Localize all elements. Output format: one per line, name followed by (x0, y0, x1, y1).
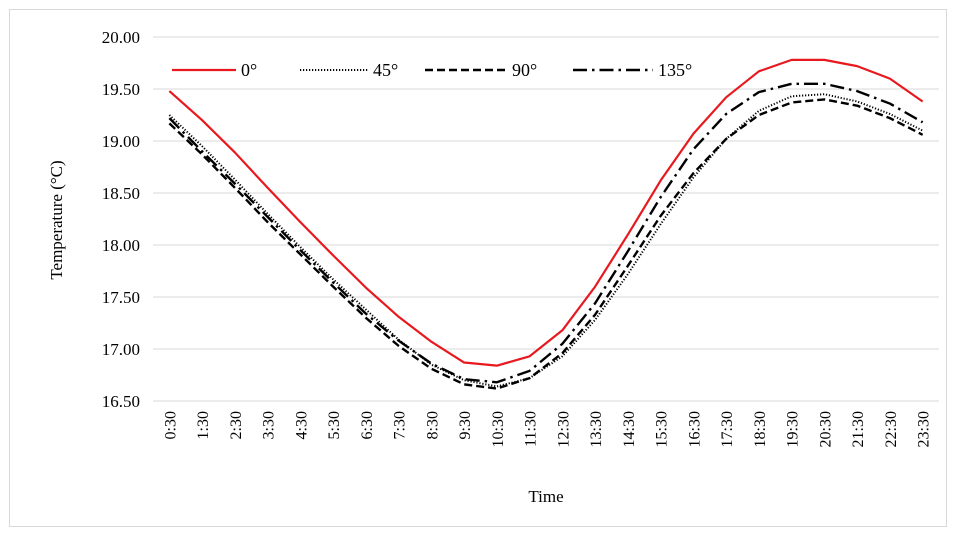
x-tick-label: 12:30 (555, 411, 572, 447)
y-tick-label: 17.50 (102, 288, 140, 307)
x-tick-label: 16:30 (686, 411, 703, 447)
series-line-3 (168, 82, 924, 384)
y-tick-label: 19.00 (102, 132, 140, 151)
x-tick-label: 17:30 (719, 411, 736, 447)
x-tick-label: 21:30 (850, 411, 867, 447)
x-tick-label: 3:30 (261, 411, 278, 439)
x-tick-label: 11:30 (523, 411, 540, 447)
x-tick-label: 1:30 (195, 411, 212, 439)
series-line-1 (168, 93, 924, 388)
y-axis-ticks: 16.50 17.00 17.50 18.00 18.50 19.00 19.50 20.00 (102, 28, 140, 411)
x-tick-label: 4:30 (293, 411, 310, 439)
x-tick-label: 15:30 (654, 411, 671, 447)
x-tick-label: 2:30 (228, 411, 245, 439)
x-tick-label: 10:30 (490, 411, 507, 447)
x-tick-label: 13:30 (588, 411, 605, 447)
x-axis-title: Time (528, 487, 563, 506)
x-tick-label: 23:30 (916, 411, 933, 447)
series-line-2 (168, 98, 924, 390)
legend-label-1: 45° (373, 60, 398, 80)
x-axis-ticks: 0:30 1:30 2:30 3:30 4:30 5:30 6:30 7:30 8:30 9:30… (162, 411, 932, 447)
y-tick-label: 20.00 (102, 28, 140, 47)
y-tick-label: 18.50 (102, 184, 140, 203)
y-tick-label: 16.50 (102, 392, 140, 411)
x-tick-label: 6:30 (359, 411, 376, 439)
x-tick-label: 18:30 (752, 411, 769, 447)
x-tick-label: 8:30 (424, 411, 441, 439)
x-tick-label: 5:30 (326, 411, 343, 439)
legend-label-2: 90° (512, 60, 537, 80)
y-tick-label: 18.00 (102, 236, 140, 255)
legend: 0° 45° 90° 135° (172, 60, 692, 80)
y-tick-label: 19.50 (102, 80, 140, 99)
x-tick-label: 14:30 (621, 411, 638, 447)
legend-label-0: 0° (241, 60, 257, 80)
series-line-0 (168, 58, 924, 367)
legend-label-3: 135° (658, 60, 692, 80)
x-tick-label: 22:30 (883, 411, 900, 447)
x-tick-label: 7:30 (392, 411, 409, 439)
x-tick-label: 20:30 (817, 411, 834, 447)
y-tick-label: 17.00 (102, 340, 140, 359)
y-axis-title: Temperature (°C) (47, 160, 66, 279)
chart-frame (9, 9, 947, 527)
gridlines (153, 36, 939, 402)
x-tick-label: 0:30 (162, 411, 179, 439)
x-tick-label: 19:30 (785, 411, 802, 447)
x-tick-label: 9:30 (457, 411, 474, 439)
series-lines (168, 58, 924, 390)
